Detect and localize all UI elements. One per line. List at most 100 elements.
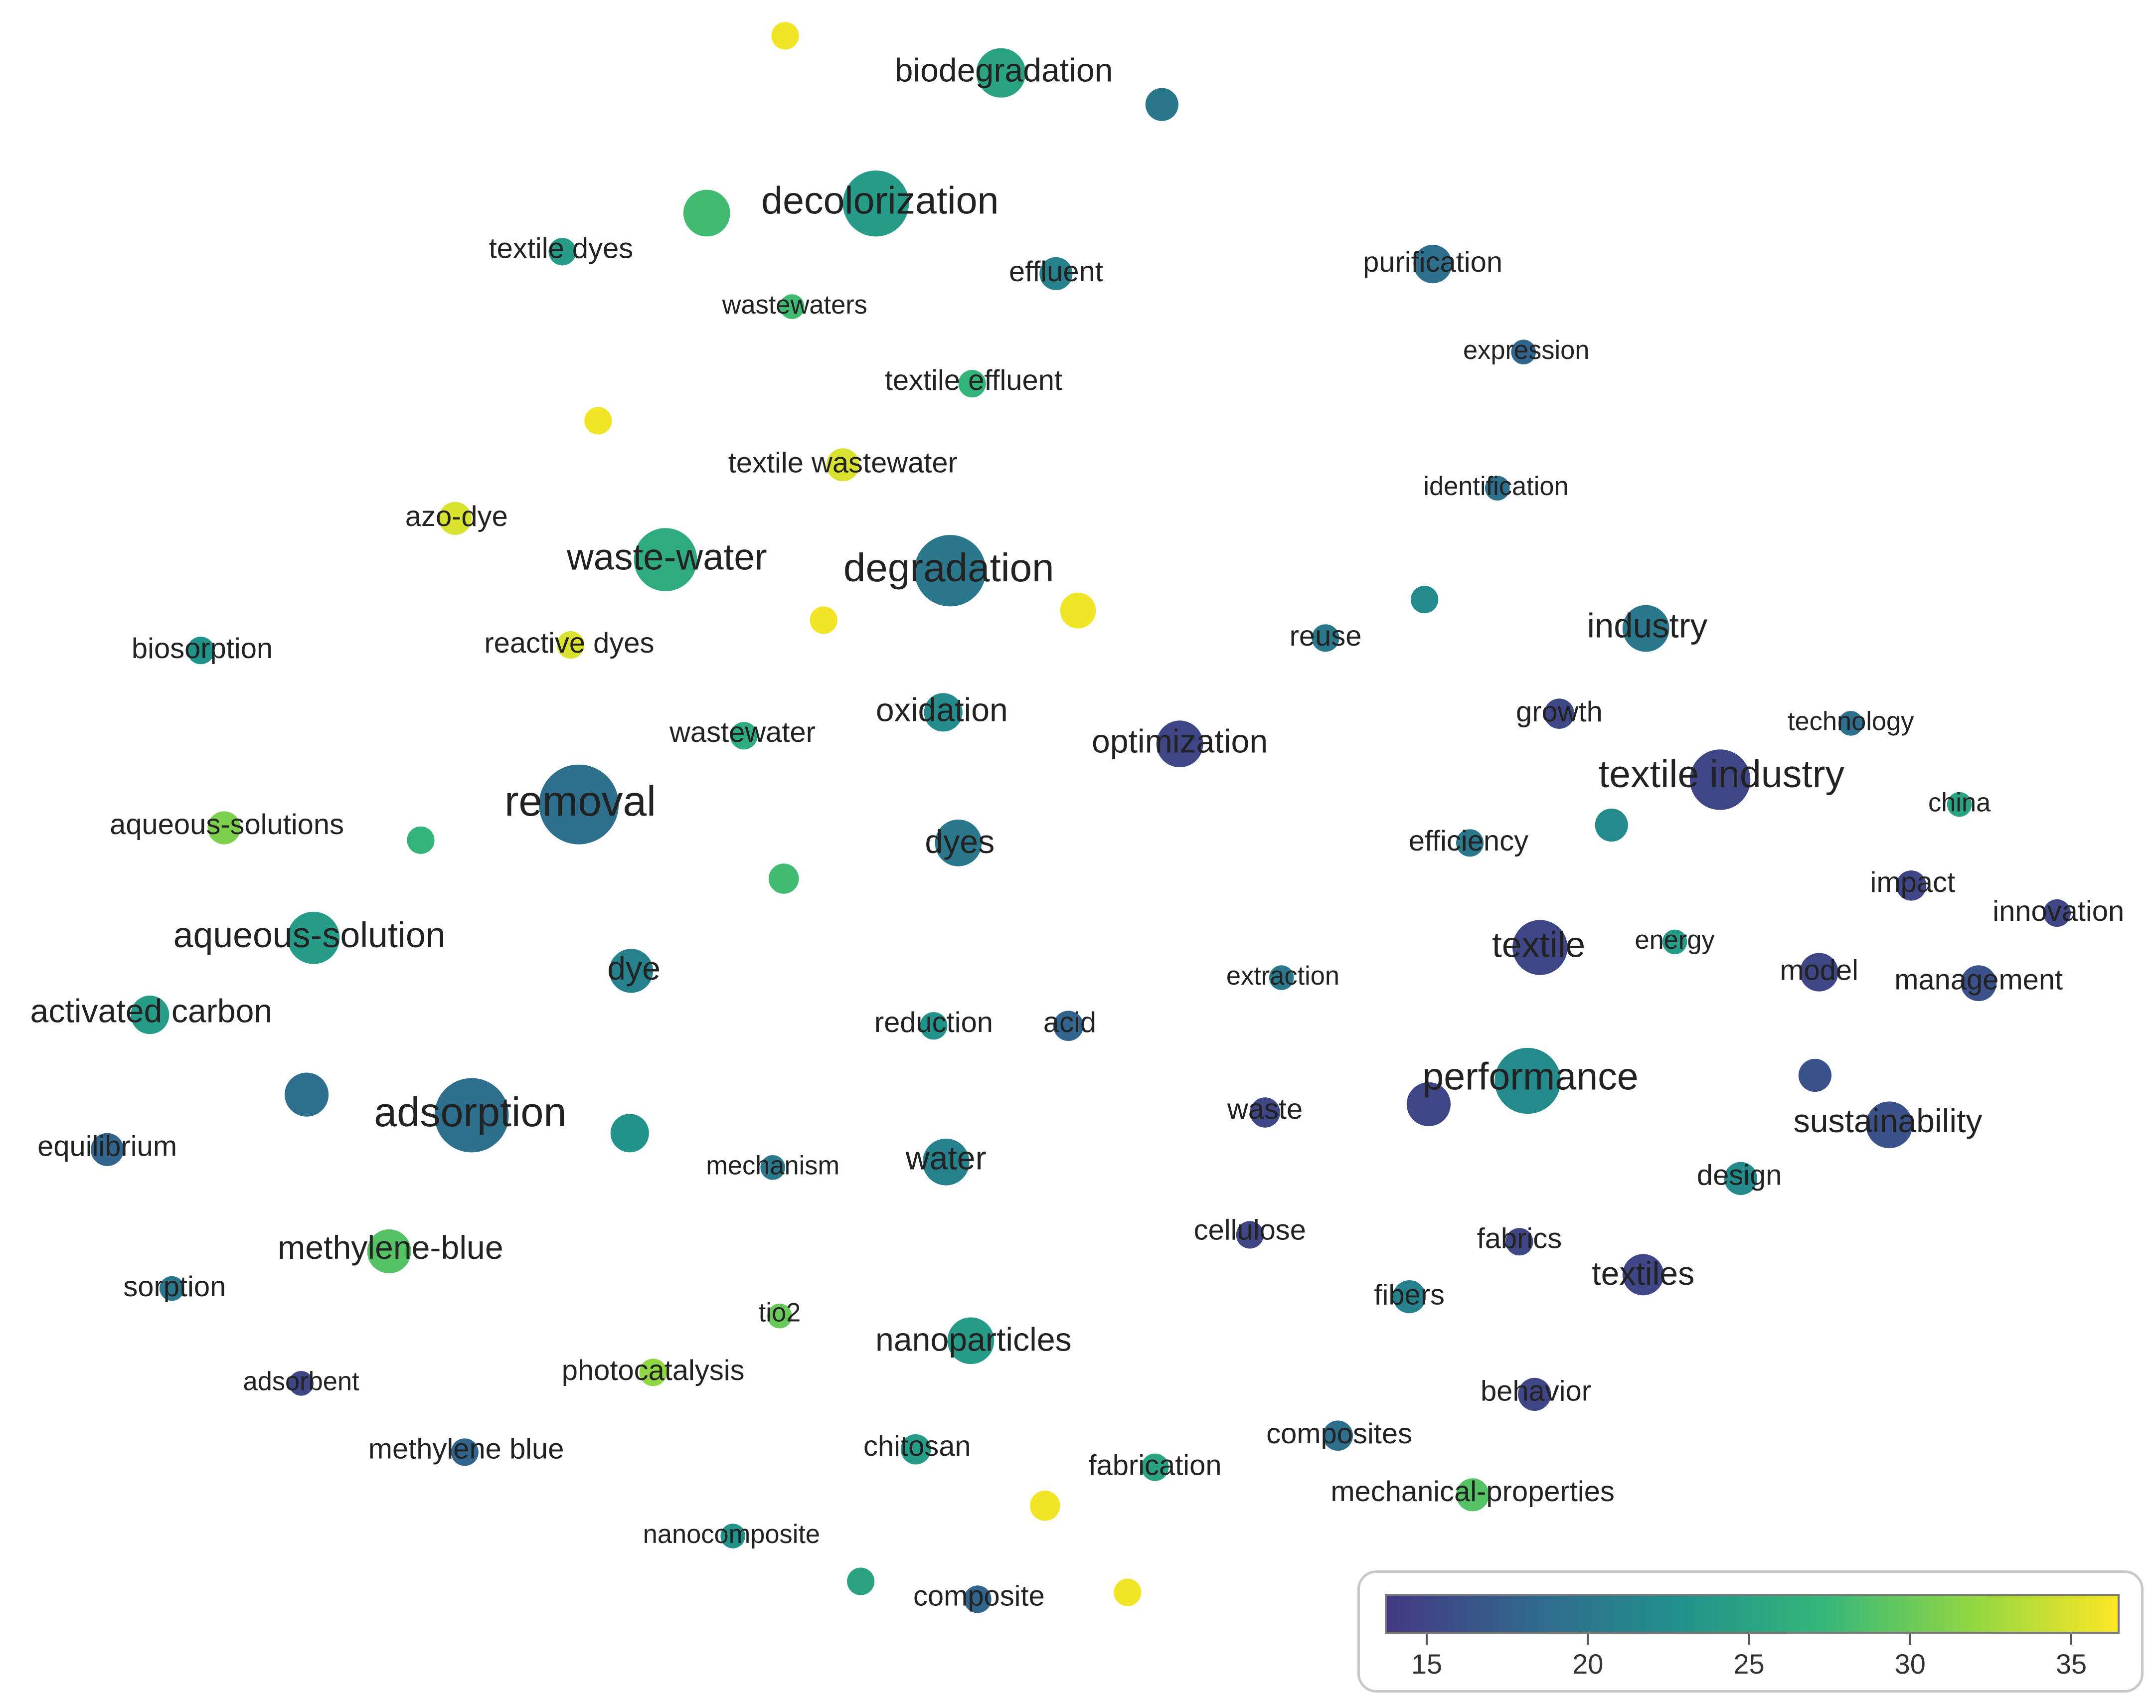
label-fibers[interactable]: fibers — [1374, 1279, 1445, 1311]
label-wastewater[interactable]: wastewater — [669, 716, 816, 748]
bubble-extraction[interactable] — [1269, 965, 1294, 990]
label-extraction[interactable]: extraction — [1226, 962, 1339, 991]
label-reduction[interactable]: reduction — [874, 1007, 993, 1038]
bubble-methylene-blue[interactable] — [367, 1229, 411, 1274]
label-efficiency[interactable]: efficiency — [1409, 825, 1528, 857]
label-design[interactable]: design — [1697, 1159, 1782, 1191]
bubble-equilibrium[interactable] — [91, 1133, 124, 1166]
bubble-decolorization[interactable] — [842, 171, 909, 237]
bubble-composite[interactable] — [964, 1585, 992, 1613]
label-equilibrium[interactable]: equilibrium — [37, 1130, 177, 1162]
bubble-dyes[interactable] — [935, 819, 982, 866]
bubble-textiles[interactable] — [1622, 1254, 1664, 1296]
bubble-biodegradation[interactable] — [976, 48, 1026, 98]
label-textile[interactable]: textile — [1492, 925, 1585, 965]
label-impact[interactable]: impact — [1870, 866, 1956, 898]
bubble-wastewaters[interactable] — [780, 294, 805, 319]
label-energy[interactable]: energy — [1635, 926, 1715, 955]
bubble-biosorption[interactable] — [187, 637, 215, 665]
bubble-management[interactable] — [1961, 965, 1997, 1002]
label-model[interactable]: model — [1780, 954, 1858, 986]
bubble-dye[interactable] — [609, 949, 654, 993]
bubble-model[interactable] — [1800, 953, 1838, 992]
label-sustainability[interactable]: sustainability — [1794, 1103, 1983, 1140]
bubble-adsorbent[interactable] — [289, 1371, 314, 1396]
label-tio2[interactable]: tio2 — [759, 1299, 801, 1328]
label-mechanism[interactable]: mechanism — [706, 1152, 839, 1181]
label-dyes[interactable]: dyes — [925, 824, 995, 860]
label-azo-dye[interactable]: azo-dye — [405, 501, 508, 532]
label-composites[interactable]: composites — [1266, 1418, 1412, 1450]
label-nanocomposite[interactable]: nanocomposite — [643, 1520, 820, 1549]
bubble-impact[interactable] — [1896, 870, 1927, 901]
label-adsorbent[interactable]: adsorbent — [243, 1367, 359, 1396]
bubble-cellulose[interactable] — [1236, 1221, 1264, 1249]
bubble-photocatalysis[interactable] — [639, 1359, 667, 1386]
label-acid[interactable]: acid — [1043, 1007, 1096, 1038]
label-dye[interactable]: dye — [607, 950, 661, 987]
bubble-growth[interactable] — [1544, 698, 1575, 729]
bubble-nanoparticles[interactable] — [947, 1317, 995, 1365]
bubble-textile-wastewater[interactable] — [826, 448, 859, 482]
label-innovation[interactable]: innovation — [1992, 895, 2124, 927]
bubble-china[interactable] — [1947, 792, 1972, 817]
label-reactive-dyes[interactable]: reactive dyes — [484, 627, 654, 659]
bubble-removal[interactable] — [539, 764, 619, 845]
bubble-performance[interactable] — [1494, 1047, 1561, 1114]
label-nanoparticles[interactable]: nanoparticles — [875, 1322, 1072, 1359]
label-removal[interactable]: removal — [504, 778, 656, 825]
label-biosorption[interactable]: biosorption — [132, 633, 273, 665]
bubble-design[interactable] — [1724, 1162, 1758, 1195]
bubble-behavior[interactable] — [1518, 1377, 1551, 1411]
bubble-innovation[interactable] — [2043, 899, 2071, 927]
bubble-purification[interactable] — [1413, 244, 1452, 284]
label-performance[interactable]: performance — [1422, 1055, 1638, 1098]
bubble-tio2[interactable] — [767, 1303, 792, 1329]
label-growth[interactable]: growth — [1516, 696, 1603, 728]
bubble-mechanical-properties[interactable] — [1456, 1478, 1490, 1512]
label-management[interactable]: management — [1894, 964, 2063, 996]
label-methylene-blue[interactable]: methylene-blue — [278, 1229, 503, 1266]
label-waste[interactable]: waste — [1227, 1093, 1303, 1125]
label-waste-water[interactable]: waste-water — [566, 536, 767, 577]
bubble-acid[interactable] — [1053, 1011, 1084, 1041]
label-effluent[interactable]: effluent — [1009, 256, 1103, 288]
label-aqueous-solution[interactable]: aqueous-solution — [173, 915, 446, 955]
label-textile-wastewater[interactable]: textile wastewater — [728, 447, 958, 479]
bubble-sorption[interactable] — [160, 1276, 184, 1301]
label-water[interactable]: water — [905, 1140, 987, 1177]
bubble-azo-dye[interactable] — [438, 502, 472, 535]
bubble-reuse[interactable] — [1312, 624, 1339, 652]
bubble-industry[interactable] — [1622, 605, 1669, 652]
label-optimization[interactable]: optimization — [1092, 723, 1268, 760]
label-textile-effluent[interactable]: textile effluent — [885, 364, 1062, 396]
bubble-textile-effluent[interactable] — [958, 370, 986, 398]
bubble-oxidation[interactable] — [924, 693, 963, 732]
bubble-optimization[interactable] — [1156, 720, 1203, 768]
bubble-degradation[interactable] — [914, 535, 986, 607]
bubble-textile-dyes[interactable] — [548, 238, 576, 266]
bubble-composites[interactable] — [1323, 1420, 1353, 1451]
label-adsorption[interactable]: adsorption — [374, 1089, 566, 1135]
label-wastewaters[interactable]: wastewaters — [722, 291, 867, 320]
bubble-wastewater[interactable] — [730, 722, 758, 750]
bubble-waste-water[interactable] — [634, 528, 697, 591]
bubble-technology[interactable] — [1838, 711, 1863, 736]
label-reuse[interactable]: reuse — [1290, 620, 1362, 652]
bubble-energy[interactable] — [1662, 929, 1687, 955]
bubble-sustainability[interactable] — [1866, 1101, 1913, 1149]
bubble-textile[interactable] — [1512, 920, 1568, 975]
bubble-aqueous-solutions[interactable] — [207, 811, 241, 845]
bubble-fibers[interactable] — [1393, 1280, 1426, 1314]
label-fabrication[interactable]: fabrication — [1088, 1449, 1221, 1481]
label-composite[interactable]: composite — [913, 1580, 1045, 1612]
label-identification[interactable]: identification — [1423, 472, 1568, 501]
label-textile-dyes[interactable]: textile dyes — [489, 232, 634, 264]
bubble-water[interactable] — [922, 1138, 970, 1186]
label-photocatalysis[interactable]: photocatalysis — [562, 1355, 745, 1386]
label-textile-industry[interactable]: textile industry — [1599, 753, 1845, 796]
label-aqueous-solutions[interactable]: aqueous-solutions — [110, 809, 344, 841]
bubble-identification[interactable] — [1485, 476, 1510, 501]
label-technology[interactable]: technology — [1788, 707, 1914, 736]
label-biodegradation[interactable]: biodegradation — [895, 52, 1113, 89]
